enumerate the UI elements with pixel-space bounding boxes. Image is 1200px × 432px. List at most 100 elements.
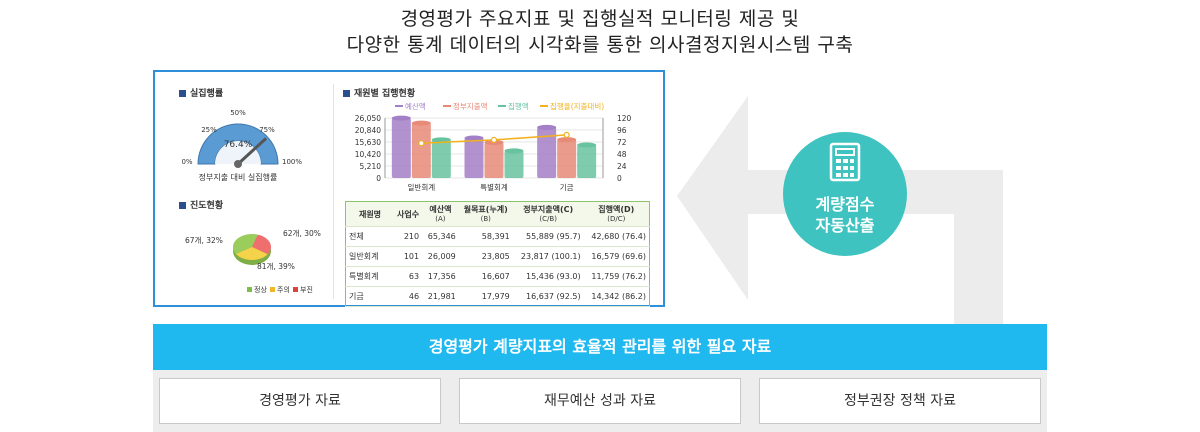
- cell-gov: 16,637 (92.5): [512, 286, 584, 307]
- y-tick-right: 24: [617, 162, 627, 171]
- finance-bar-chart: 예산액 정부지출액 집행액 집행율(지출대비) 26,050 120 20,840 9…: [355, 101, 632, 192]
- y-tick-right: 72: [617, 138, 627, 147]
- data-box-finance: 재무예산 성과 자료: [459, 378, 741, 424]
- bar: [557, 139, 577, 178]
- legend-label: 집행액: [508, 101, 529, 111]
- legend-swatch: [270, 287, 275, 292]
- cell-exec: 16,579 (69.6): [583, 246, 650, 267]
- cell-gov: 15,436 (93.0): [512, 266, 584, 287]
- bar-cap: [537, 124, 557, 130]
- bar-cap: [411, 120, 431, 126]
- cell-count: 101: [394, 246, 423, 267]
- table-header-sub: (A): [435, 214, 446, 223]
- pie-label: 67개, 32%: [185, 235, 223, 245]
- x-tick-label: 일반회계: [408, 182, 436, 192]
- table-header-row: 재원명 사업수 예산액 (A) 월목표(누계) (B) 정부지출액(C) (C/B) …: [345, 201, 650, 227]
- bar-cap: [577, 142, 597, 148]
- cell-gov: 23,817 (100.1): [512, 246, 584, 267]
- table-header: 예산액: [429, 204, 452, 214]
- table-header-sub: (D/C): [607, 214, 626, 223]
- rate-point: [418, 140, 425, 147]
- gauge-title: 실집행률: [179, 86, 223, 99]
- progress-pie-chart: 62개, 30% 67개, 32% 81개, 39% 정상 주의 부진: [185, 228, 321, 294]
- y-tick-left: 20,840: [355, 126, 381, 135]
- cell-budget: 17,356: [422, 266, 459, 287]
- gauge-caption: 정부지출 대비 실집행률: [199, 172, 278, 182]
- circle-label-line-1: 계량점수: [815, 195, 875, 214]
- legend-swatch: [247, 287, 252, 292]
- table-header: 월목표(누계): [463, 204, 508, 214]
- data-box-policy: 정부권장 정책 자료: [759, 378, 1041, 424]
- gauge-needle: [236, 137, 268, 166]
- progress-title: 진도현황: [179, 198, 223, 211]
- cell-target: 16,607: [458, 266, 513, 287]
- legend-label: 예산액: [405, 101, 426, 111]
- y-tick-right: 96: [617, 126, 627, 135]
- cell-target: 17,979: [458, 286, 513, 307]
- y-tick-left: 5,210: [360, 162, 382, 171]
- pie-slice-caution: [235, 247, 268, 260]
- circle-label-line-2: 자동산출: [815, 216, 875, 235]
- legend-label: 주의: [277, 285, 290, 294]
- cell-exec: 14,342 (86.2): [583, 286, 650, 307]
- legend-label: 부진: [300, 285, 313, 294]
- y-tick-left: 10,420: [355, 150, 381, 159]
- x-tick-label: 특별회계: [480, 182, 508, 192]
- gauge-chart: 76.4% 0% 25% 50% 75% 100% 정부지출 대비 실집행률: [181, 109, 302, 182]
- cell-count: 46: [394, 286, 423, 307]
- finance-table: 재원명 사업수 예산액 (A) 월목표(누계) (B) 정부지출액(C) (C/B) …: [345, 201, 650, 307]
- gauge-face: [215, 141, 261, 164]
- cell-budget: 21,981: [422, 286, 459, 307]
- y-tick-left: 26,050: [355, 114, 381, 123]
- heading-line-1: 경영평가 주요지표 및 집행실적 모니터링 제공 및: [400, 8, 800, 30]
- bar: [484, 142, 504, 178]
- heading-line-2: 다양한 통계 데이터의 시각화를 통한 의사결정지원시스템 구축: [346, 34, 854, 56]
- pie-slice-poor: [233, 234, 258, 254]
- bar: [391, 118, 411, 178]
- rate-point: [563, 131, 570, 139]
- pie-label: 81개, 39%: [257, 261, 295, 271]
- cell-exec: 11,759 (76.2): [583, 266, 650, 287]
- gauge-tick: 100%: [282, 158, 302, 166]
- cell-name: 일반회계: [345, 246, 394, 267]
- auto-score-circle: 계량점수 자동산출: [783, 132, 907, 256]
- calculator-icon: [829, 142, 861, 182]
- dashboard-panel: 실집행률 76.4% 0% 25% 50% 75% 100% 정부지출 대비 실…: [153, 70, 665, 307]
- legend-label: 정부지출액: [453, 101, 488, 111]
- bar: [537, 127, 557, 178]
- finance-chart-title: 재원별 집행현황: [343, 86, 415, 99]
- bar: [411, 123, 431, 178]
- requirements-banner: 경영평가 계량지표의 효율적 관리를 위한 필요 자료: [153, 324, 1047, 370]
- gauge-tick: 50%: [230, 109, 246, 117]
- table-row: 전체 210 65,346 58,391 55,889 (95.7) 42,68…: [345, 226, 650, 247]
- gauge-tick: 25%: [201, 126, 217, 134]
- bar-cap: [431, 137, 451, 143]
- gauge-hub: [234, 160, 242, 168]
- cell-name: 기금: [345, 286, 394, 307]
- cell-gov: 55,889 (95.7): [512, 226, 584, 247]
- table-header: 재원명: [358, 209, 382, 219]
- data-source-row: 경영평가 자료 재무예산 성과 자료 정부권장 정책 자료: [153, 370, 1047, 432]
- gauge-tick: 0%: [181, 158, 192, 166]
- bar: [577, 144, 597, 178]
- pie-label: 62개, 30%: [283, 228, 321, 238]
- cell-budget: 26,009: [422, 246, 459, 267]
- bar: [464, 138, 484, 178]
- data-box-evaluation: 경영평가 자료: [159, 378, 441, 424]
- bar-cap: [557, 137, 577, 143]
- cell-count: 210: [394, 226, 423, 247]
- pie-slice-normal: [252, 234, 271, 255]
- table-header: 사업수: [397, 209, 420, 219]
- y-tick-right: 48: [617, 150, 627, 159]
- table-header-sub: (B): [480, 214, 491, 223]
- legend-label: 정상: [254, 285, 267, 294]
- panel-divider: [333, 84, 334, 299]
- cell-name: 특별회계: [345, 266, 394, 287]
- y-tick-right: 0: [617, 174, 622, 183]
- y-tick-left: 0: [376, 174, 381, 183]
- bar-cap: [464, 135, 484, 141]
- cell-target: 23,805: [458, 246, 513, 267]
- table-row: 특별회계 63 17,356 16,607 15,436 (93.0) 11,7…: [345, 266, 650, 287]
- bar: [431, 139, 451, 178]
- rate-point: [490, 136, 498, 144]
